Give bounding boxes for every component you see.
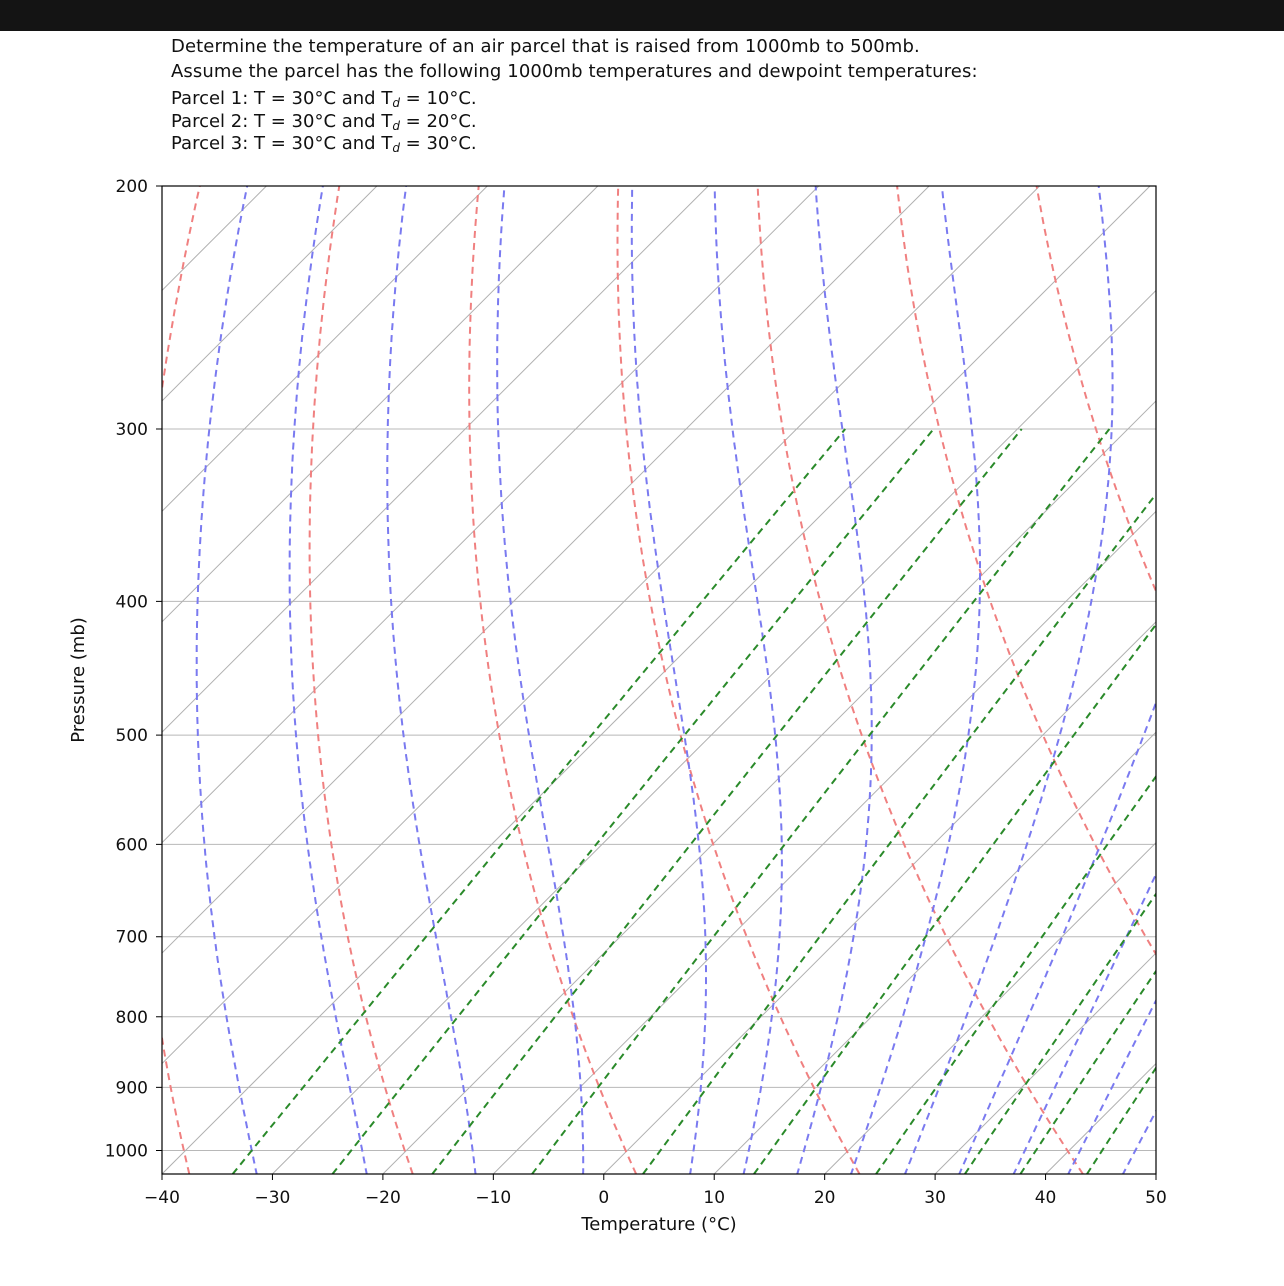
- plot-frame: [161, 185, 1157, 1175]
- mixing-ratio-line: [642, 492, 1156, 1174]
- y-tick-label: 600: [116, 835, 148, 855]
- isotherm-line: [1155, 1173, 1156, 1174]
- isotherm-line: [162, 186, 709, 733]
- y-axis-label: Pressure (mb): [68, 617, 89, 743]
- x-tick-label: −10: [475, 1188, 511, 1208]
- moist-adiabat-line: [1067, 998, 1156, 1174]
- dry-adiabat-line: [308, 186, 414, 1174]
- dry-adiabat-line: [896, 186, 1156, 957]
- dry-adiabat-line: [756, 186, 1084, 1174]
- x-tick-label: 40: [1035, 1188, 1057, 1208]
- moist-adiabat-line: [849, 186, 981, 1174]
- parcel-2: Parcel 2: T = 30°C and Td = 20°C.: [171, 110, 477, 133]
- x-axis-label: Temperature (°C): [580, 1214, 736, 1235]
- x-tick-label: −30: [254, 1188, 290, 1208]
- dry-adiabat-line: [616, 186, 861, 1174]
- dry-adiabat-line: [162, 186, 201, 1174]
- isotherm-line: [272, 289, 1156, 1174]
- parcel-list: Parcel 1: T = 30°C and Td = 10°C. Parcel…: [171, 88, 477, 156]
- parcel-3: Parcel 3: T = 30°C and Td = 30°C.: [171, 133, 477, 155]
- mixing-ratio-line: [431, 428, 1023, 1174]
- isotherm-line: [162, 186, 820, 844]
- moist-adiabat-line: [1012, 871, 1156, 1174]
- moist-adiabat-line: [796, 186, 873, 1174]
- isotherm-line: [162, 186, 930, 954]
- instruction-line-1: Determine the temperature of an air parc…: [171, 36, 920, 57]
- mixing-ratio-line: [753, 622, 1156, 1174]
- isotherm-line: [162, 186, 1040, 1065]
- mixing-ratio-line: [875, 774, 1156, 1174]
- instruction-line-2: Assume the parcel has the following 1000…: [171, 61, 978, 82]
- x-tick-label: 50: [1145, 1188, 1167, 1208]
- y-tick-label: 1000: [105, 1141, 148, 1161]
- plot-area: [0, 186, 1284, 1174]
- moist-adiabat-line: [958, 699, 1156, 1174]
- dry-adiabat-line: [1035, 186, 1156, 594]
- moist-adiabat-line: [904, 186, 1114, 1174]
- x-tick-label: 0: [598, 1188, 609, 1208]
- mixing-ratio-line: [331, 428, 935, 1174]
- moist-adiabat-line: [195, 186, 258, 1174]
- dry-adiabat-line: [468, 186, 638, 1174]
- x-tick-label: −40: [144, 1188, 180, 1208]
- isotherm-line: [824, 841, 1156, 1174]
- mixing-ratio-line: [531, 428, 1111, 1174]
- y-tick-label: 900: [116, 1078, 148, 1098]
- x-tick-label: 30: [924, 1188, 946, 1208]
- isotherm-line: [492, 510, 1156, 1174]
- mixing-ratio-line: [1019, 969, 1156, 1174]
- y-tick-label: 500: [116, 726, 148, 746]
- isotherm-line: [162, 186, 378, 402]
- isotherm-line: [713, 731, 1156, 1174]
- parcel-1: Parcel 1: T = 30°C and Td = 10°C.: [171, 88, 477, 110]
- y-tick-label: 300: [116, 420, 148, 440]
- mixing-ratio-line: [964, 892, 1156, 1174]
- y-tick-label: 700: [116, 928, 148, 948]
- moist-adiabat-line: [386, 186, 477, 1174]
- moist-adiabat-line: [1121, 1108, 1156, 1174]
- dry-adiabat-line: [1176, 186, 1284, 1174]
- x-tick-label: −20: [365, 1188, 401, 1208]
- mixing-ratio-line: [1086, 1066, 1156, 1174]
- isotherm-line: [162, 186, 1151, 1174]
- moist-adiabat-line: [288, 186, 368, 1174]
- x-tick-label: 20: [814, 1188, 836, 1208]
- top-bar: [0, 0, 1284, 31]
- isotherm-line: [0, 186, 46, 1174]
- isotherm-line: [162, 186, 599, 623]
- isotherm-line: [934, 952, 1156, 1174]
- moist-adiabat-line: [496, 186, 585, 1174]
- isotherm-line: [603, 621, 1156, 1174]
- isotherm-line: [162, 186, 488, 513]
- pressure-gridlines: [162, 185, 1156, 1151]
- moist-adiabat-line: [713, 186, 783, 1174]
- y-tick-label: 800: [116, 1008, 148, 1028]
- mixing-ratio-line: [231, 428, 846, 1174]
- isotherm-line: [382, 400, 1156, 1174]
- isotherm-line: [1045, 1062, 1156, 1174]
- y-tick-label: 400: [116, 592, 148, 612]
- x-tick-label: 10: [703, 1188, 725, 1208]
- moist-adiabat-line: [630, 186, 707, 1174]
- problem-statement: Determine the temperature of an air parc…: [171, 34, 978, 84]
- y-tick-label: 200: [116, 177, 148, 197]
